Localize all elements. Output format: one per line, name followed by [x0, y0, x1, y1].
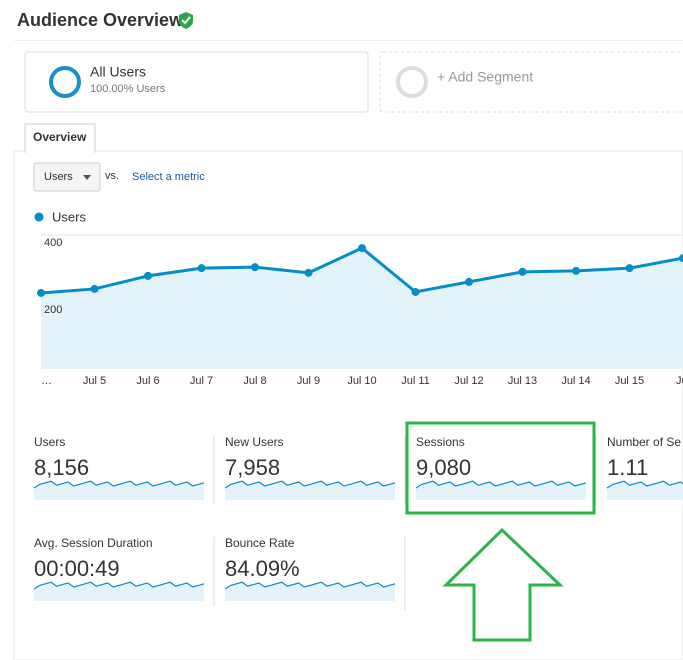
- tab-joint: [26, 150, 94, 153]
- sparkline-fill: [225, 481, 395, 500]
- x-tick-label: Jul 12: [454, 375, 483, 387]
- sparkline-fill: [225, 582, 395, 601]
- highlight-arrow: [442, 527, 564, 642]
- metric-label: Bounce Rate: [225, 536, 295, 550]
- sparkline: [224, 480, 396, 489]
- select-metric[interactable]: Select a metric: [132, 171, 205, 183]
- x-tick-label: Jul: [676, 375, 683, 387]
- segment-card[interactable]: [24, 51, 369, 113]
- x-tick-label: Jul 6: [136, 375, 159, 387]
- segment-detail: 100.00% Users: [90, 83, 166, 95]
- metric-label: Avg. Session Duration: [34, 536, 153, 550]
- point: [518, 267, 527, 276]
- metric-label: New Users: [225, 435, 284, 449]
- point: [197, 264, 206, 273]
- point: [465, 277, 473, 286]
- x-tick-label: Jul 8: [243, 375, 266, 387]
- add-segment[interactable]: [379, 51, 683, 113]
- point: [144, 271, 152, 280]
- point: [251, 263, 259, 272]
- sparkline: [415, 480, 587, 489]
- x-tick-label: Jul 14: [561, 375, 590, 387]
- x-tick-label: Jul 10: [347, 375, 376, 387]
- add-segment-icon: [396, 66, 428, 98]
- vs-label: vs.: [105, 170, 119, 182]
- metric-value: 9,080: [416, 455, 471, 480]
- point: [304, 268, 313, 277]
- legend-swatch: [34, 212, 44, 222]
- sparkline-fill: [34, 582, 204, 601]
- x-tick-label: Jul 5: [83, 375, 106, 387]
- metric-value: 1.11: [607, 455, 648, 480]
- point: [411, 287, 420, 296]
- point: [37, 288, 45, 297]
- sparkline-fill: [34, 481, 204, 500]
- metric-dropdown-label: Users: [44, 171, 73, 183]
- metric-value: 84.09%: [225, 556, 300, 581]
- highlight-box: [405, 421, 596, 515]
- legend-label: Users: [52, 209, 86, 224]
- x-tick-label: Jul 11: [401, 375, 430, 387]
- area: [41, 248, 683, 369]
- segment-icon: [49, 66, 81, 98]
- point: [679, 254, 683, 263]
- page-title: Audience Overview: [17, 10, 184, 30]
- tab[interactable]: [24, 123, 96, 153]
- x-tick-label: …: [41, 375, 52, 387]
- point: [572, 266, 580, 275]
- x-tick-label: Jul 9: [297, 375, 320, 387]
- point: [625, 264, 634, 273]
- x-tick-label: Jul 7: [190, 375, 213, 387]
- x-tick-label: Jul 13: [508, 375, 537, 387]
- point: [358, 244, 366, 253]
- tab-label: Overview: [33, 130, 87, 144]
- content-panel: [13, 150, 683, 660]
- divider: [14, 40, 683, 41]
- y-tick-label: 200: [44, 304, 62, 316]
- metric-value: 8,156: [34, 455, 89, 480]
- sparkline: [606, 480, 683, 489]
- point: [90, 284, 99, 293]
- metric-label: Users: [34, 435, 65, 449]
- sparkline: [33, 480, 205, 489]
- dropdown-arrow: [83, 175, 91, 180]
- metric-label: Number of Se: [607, 435, 681, 449]
- metric-value: 7,958: [225, 455, 280, 480]
- metric-label: Sessions: [416, 435, 465, 449]
- add-segment-label: + Add Segment: [437, 69, 533, 85]
- sparkline: [33, 581, 205, 590]
- verified-icon: [179, 12, 193, 29]
- sparkline-fill: [607, 481, 683, 500]
- metric-value: 00:00:49: [34, 556, 120, 581]
- segment-name: All Users: [90, 64, 146, 80]
- sparkline-fill: [416, 481, 586, 500]
- sparkline: [224, 581, 396, 590]
- y-tick-label: 400: [44, 237, 62, 249]
- x-tick-label: Jul 15: [615, 375, 644, 387]
- metric-dropdown[interactable]: [33, 162, 101, 192]
